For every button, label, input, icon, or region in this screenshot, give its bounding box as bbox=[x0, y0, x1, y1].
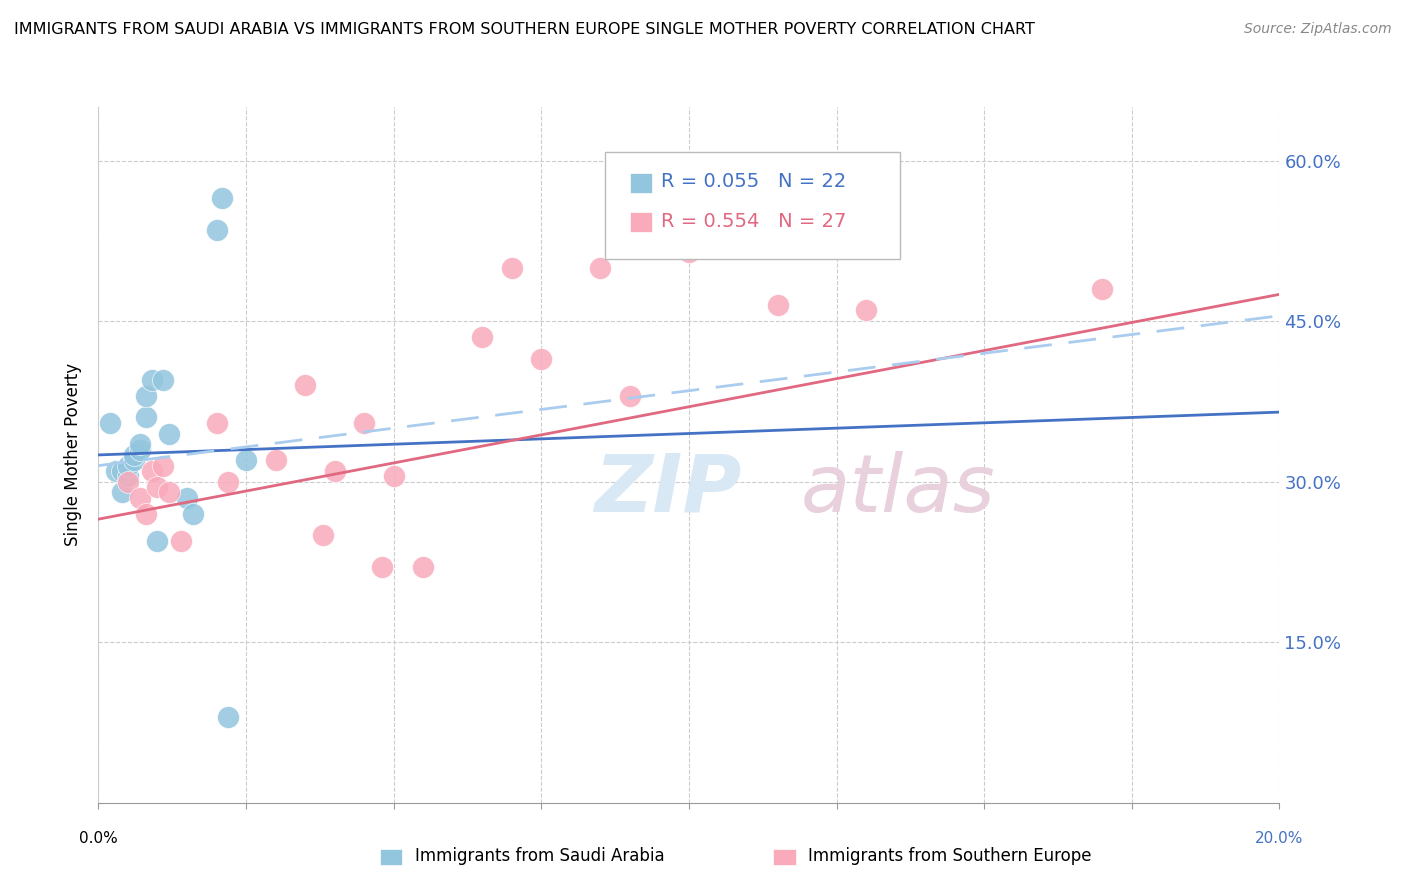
Point bbox=[157, 426, 180, 441]
Text: ZIP: ZIP bbox=[595, 450, 742, 529]
Point bbox=[855, 303, 877, 318]
Point bbox=[98, 416, 121, 430]
Point bbox=[589, 260, 612, 275]
Point bbox=[217, 475, 239, 489]
Point bbox=[530, 351, 553, 366]
Point bbox=[135, 507, 157, 521]
Text: Source: ZipAtlas.com: Source: ZipAtlas.com bbox=[1244, 22, 1392, 37]
Point bbox=[128, 491, 150, 505]
Text: atlas: atlas bbox=[801, 450, 995, 529]
Text: 0.0%: 0.0% bbox=[79, 830, 118, 846]
Point bbox=[371, 560, 394, 574]
Point bbox=[235, 453, 257, 467]
Point bbox=[141, 373, 163, 387]
Point bbox=[128, 442, 150, 457]
Point bbox=[766, 298, 789, 312]
Point bbox=[323, 464, 346, 478]
Text: IMMIGRANTS FROM SAUDI ARABIA VS IMMIGRANTS FROM SOUTHERN EUROPE SINGLE MOTHER PO: IMMIGRANTS FROM SAUDI ARABIA VS IMMIGRAN… bbox=[14, 22, 1035, 37]
Point bbox=[1091, 282, 1114, 296]
Point bbox=[619, 389, 641, 403]
Point bbox=[176, 491, 198, 505]
Point bbox=[205, 223, 228, 237]
Point bbox=[152, 373, 174, 387]
Point bbox=[501, 260, 523, 275]
Point bbox=[205, 416, 228, 430]
Point bbox=[117, 458, 139, 473]
Text: R = 0.554   N = 27: R = 0.554 N = 27 bbox=[661, 211, 846, 231]
Point bbox=[135, 410, 157, 425]
Point bbox=[152, 458, 174, 473]
Point bbox=[678, 244, 700, 259]
Point bbox=[353, 416, 375, 430]
Text: R = 0.055   N = 22: R = 0.055 N = 22 bbox=[661, 172, 846, 192]
Point bbox=[211, 191, 233, 205]
Point bbox=[122, 448, 145, 462]
Text: 20.0%: 20.0% bbox=[1256, 830, 1303, 846]
Point bbox=[111, 485, 134, 500]
Point bbox=[146, 533, 169, 548]
Point bbox=[471, 330, 494, 344]
Point bbox=[111, 464, 134, 478]
Text: Immigrants from Saudi Arabia: Immigrants from Saudi Arabia bbox=[415, 847, 665, 865]
Point bbox=[294, 378, 316, 392]
Point bbox=[135, 389, 157, 403]
Point bbox=[117, 469, 139, 483]
Point bbox=[141, 464, 163, 478]
Point bbox=[217, 710, 239, 724]
Point bbox=[105, 464, 128, 478]
Point bbox=[146, 480, 169, 494]
Point bbox=[122, 453, 145, 467]
Point bbox=[181, 507, 204, 521]
Point bbox=[117, 475, 139, 489]
Point bbox=[128, 437, 150, 451]
Point bbox=[264, 453, 287, 467]
Y-axis label: Single Mother Poverty: Single Mother Poverty bbox=[65, 363, 83, 547]
Text: Immigrants from Southern Europe: Immigrants from Southern Europe bbox=[808, 847, 1092, 865]
Point bbox=[312, 528, 335, 542]
Point bbox=[170, 533, 193, 548]
Point bbox=[412, 560, 434, 574]
Point bbox=[157, 485, 180, 500]
Point bbox=[382, 469, 405, 483]
